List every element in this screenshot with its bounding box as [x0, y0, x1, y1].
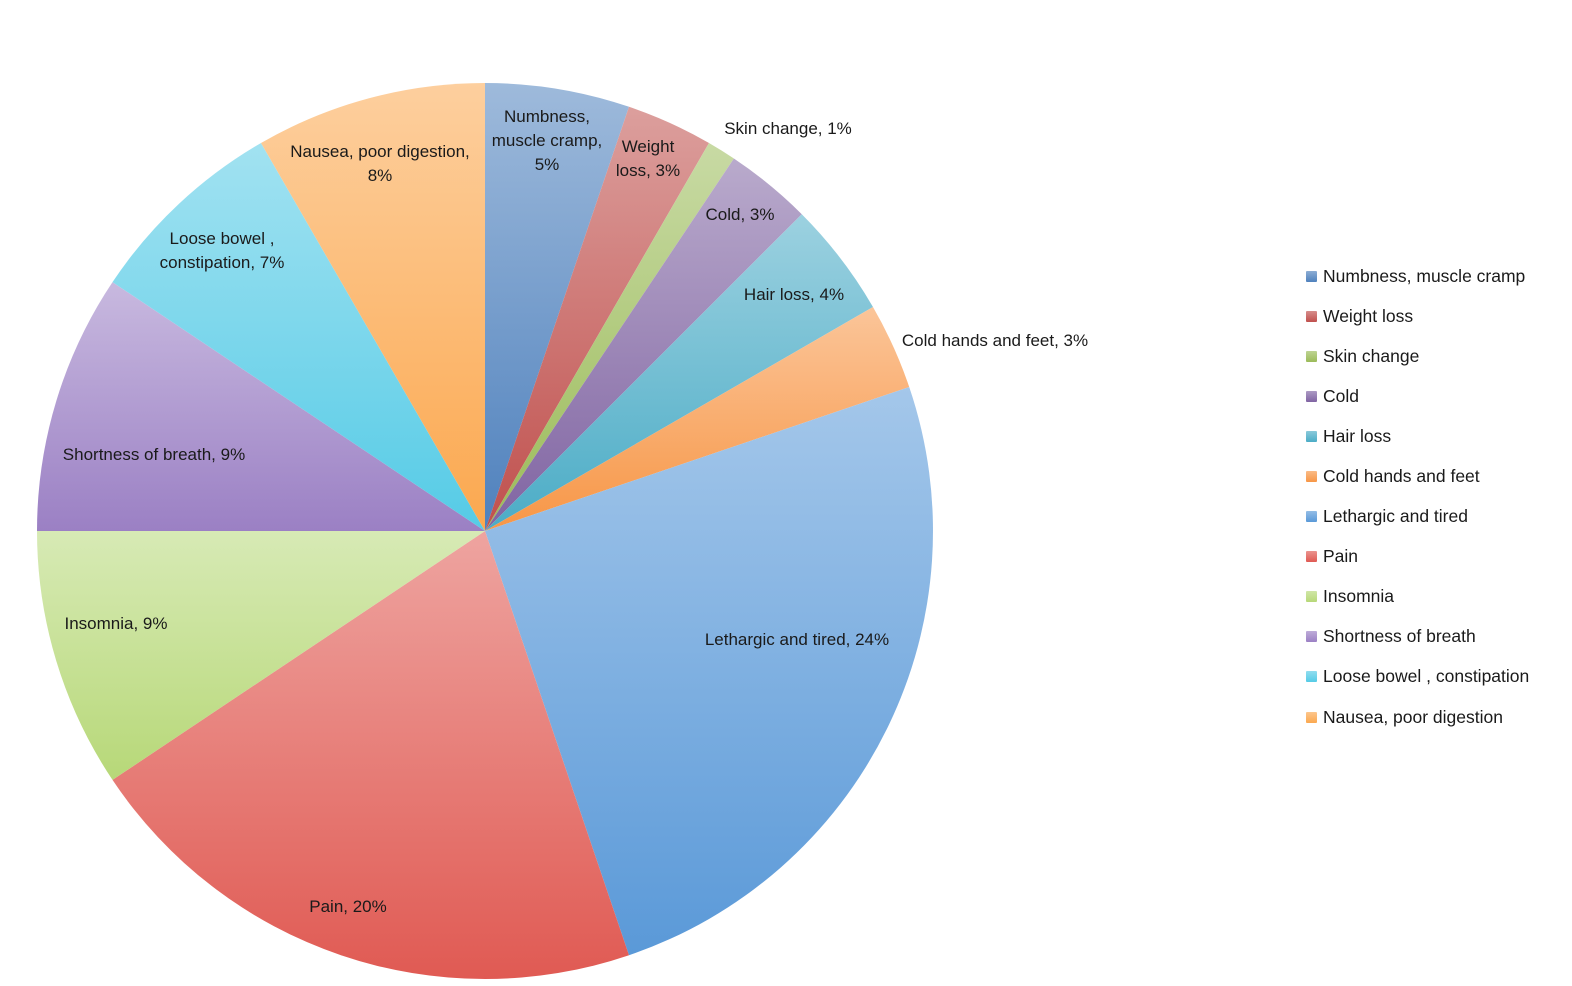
- legend-swatch: [1306, 350, 1317, 362]
- legend-item: Loose bowel , constipation: [1306, 657, 1568, 697]
- slice-label: Cold, 3%: [706, 205, 775, 224]
- legend-label: Insomnia: [1323, 586, 1395, 607]
- slice-label: Loose bowel , constipation, 7%: [160, 229, 285, 272]
- legend-swatch: [1306, 671, 1317, 683]
- legend-label: Cold: [1323, 385, 1359, 406]
- legend-label: Numbness, muscle cramp: [1323, 265, 1526, 286]
- pie-slice-numbness-muscle-cramp: [485, 83, 629, 531]
- pie-slice-lethargic-and-tired: [485, 387, 933, 956]
- legend-item: Cold: [1306, 376, 1568, 416]
- legend-swatch: [1306, 591, 1317, 603]
- legend-item: Shortness of breath: [1306, 617, 1568, 657]
- pie-slice-skin-change: [485, 143, 734, 531]
- legend-item: Skin change: [1306, 336, 1568, 376]
- legend-label: Cold hands and feet: [1323, 466, 1480, 487]
- slice-label: Lethargic and tired, 24%: [705, 630, 889, 649]
- legend-label: Lethargic and tired: [1323, 506, 1468, 527]
- pie-slices: [37, 83, 933, 979]
- pie-slice-hair-loss: [485, 214, 873, 531]
- legend-label: Shortness of breath: [1323, 626, 1476, 647]
- legend-swatch: [1306, 270, 1317, 282]
- pie-slice-loose-bowel-constipation: [112, 143, 485, 531]
- pie-slice-shortness-of-breath: [37, 282, 485, 531]
- legend-swatch: [1306, 430, 1317, 442]
- slice-label: Skin change, 1%: [724, 119, 852, 138]
- legend-label: Nausea, poor digestion: [1323, 706, 1503, 727]
- legend-swatch: [1306, 310, 1317, 322]
- slice-label: Weight loss, 3%: [616, 137, 680, 180]
- legend-label: Weight loss: [1323, 305, 1414, 326]
- pie-slice-nausea-poor-digestion: [261, 83, 485, 531]
- slice-label: Insomnia, 9%: [65, 614, 168, 633]
- legend-swatch: [1306, 390, 1317, 402]
- legend-swatch: [1306, 631, 1317, 643]
- slice-label: Pain, 20%: [309, 897, 387, 916]
- slice-label: Cold hands and feet, 3%: [902, 331, 1088, 350]
- pie-slice-cold: [485, 158, 802, 531]
- chart-legend: Numbness, muscle cramp Weight loss Skin ch…: [1306, 256, 1568, 737]
- legend-label: Skin change: [1323, 345, 1420, 366]
- legend-item: Cold hands and feet: [1306, 456, 1568, 496]
- slice-label: Hair loss, 4%: [744, 285, 844, 304]
- legend-label: Loose bowel , constipation: [1323, 666, 1530, 687]
- pie-slice-cold-hands-and-feet: [485, 307, 910, 531]
- pie-slice-pain: [112, 531, 629, 979]
- slice-label: Shortness of breath, 9%: [63, 445, 245, 464]
- slice-labels: Numbness, muscle cramp, 5% Weight loss, 3% Sk…: [63, 107, 1088, 916]
- legend-swatch: [1306, 551, 1317, 563]
- legend-swatch: [1306, 471, 1317, 483]
- legend-item: Lethargic and tired: [1306, 497, 1568, 537]
- slice-label: Nausea, poor digestion, 8%: [290, 142, 470, 185]
- slice-label: Numbness, muscle cramp, 5%: [492, 107, 603, 174]
- pie-slice-insomnia: [37, 531, 485, 780]
- legend-item: Pain: [1306, 537, 1568, 577]
- pie-slice-weight-loss: [485, 106, 709, 531]
- legend-item: Insomnia: [1306, 577, 1568, 617]
- legend-swatch: [1306, 511, 1317, 523]
- legend-item: Numbness, muscle cramp: [1306, 256, 1568, 296]
- legend-item: Weight loss: [1306, 296, 1568, 336]
- legend-label: Hair loss: [1323, 425, 1392, 446]
- legend-item: Hair loss: [1306, 416, 1568, 456]
- legend-swatch: [1306, 711, 1317, 723]
- legend-label: Pain: [1323, 546, 1359, 567]
- legend-item: Nausea, poor digestion: [1306, 697, 1568, 737]
